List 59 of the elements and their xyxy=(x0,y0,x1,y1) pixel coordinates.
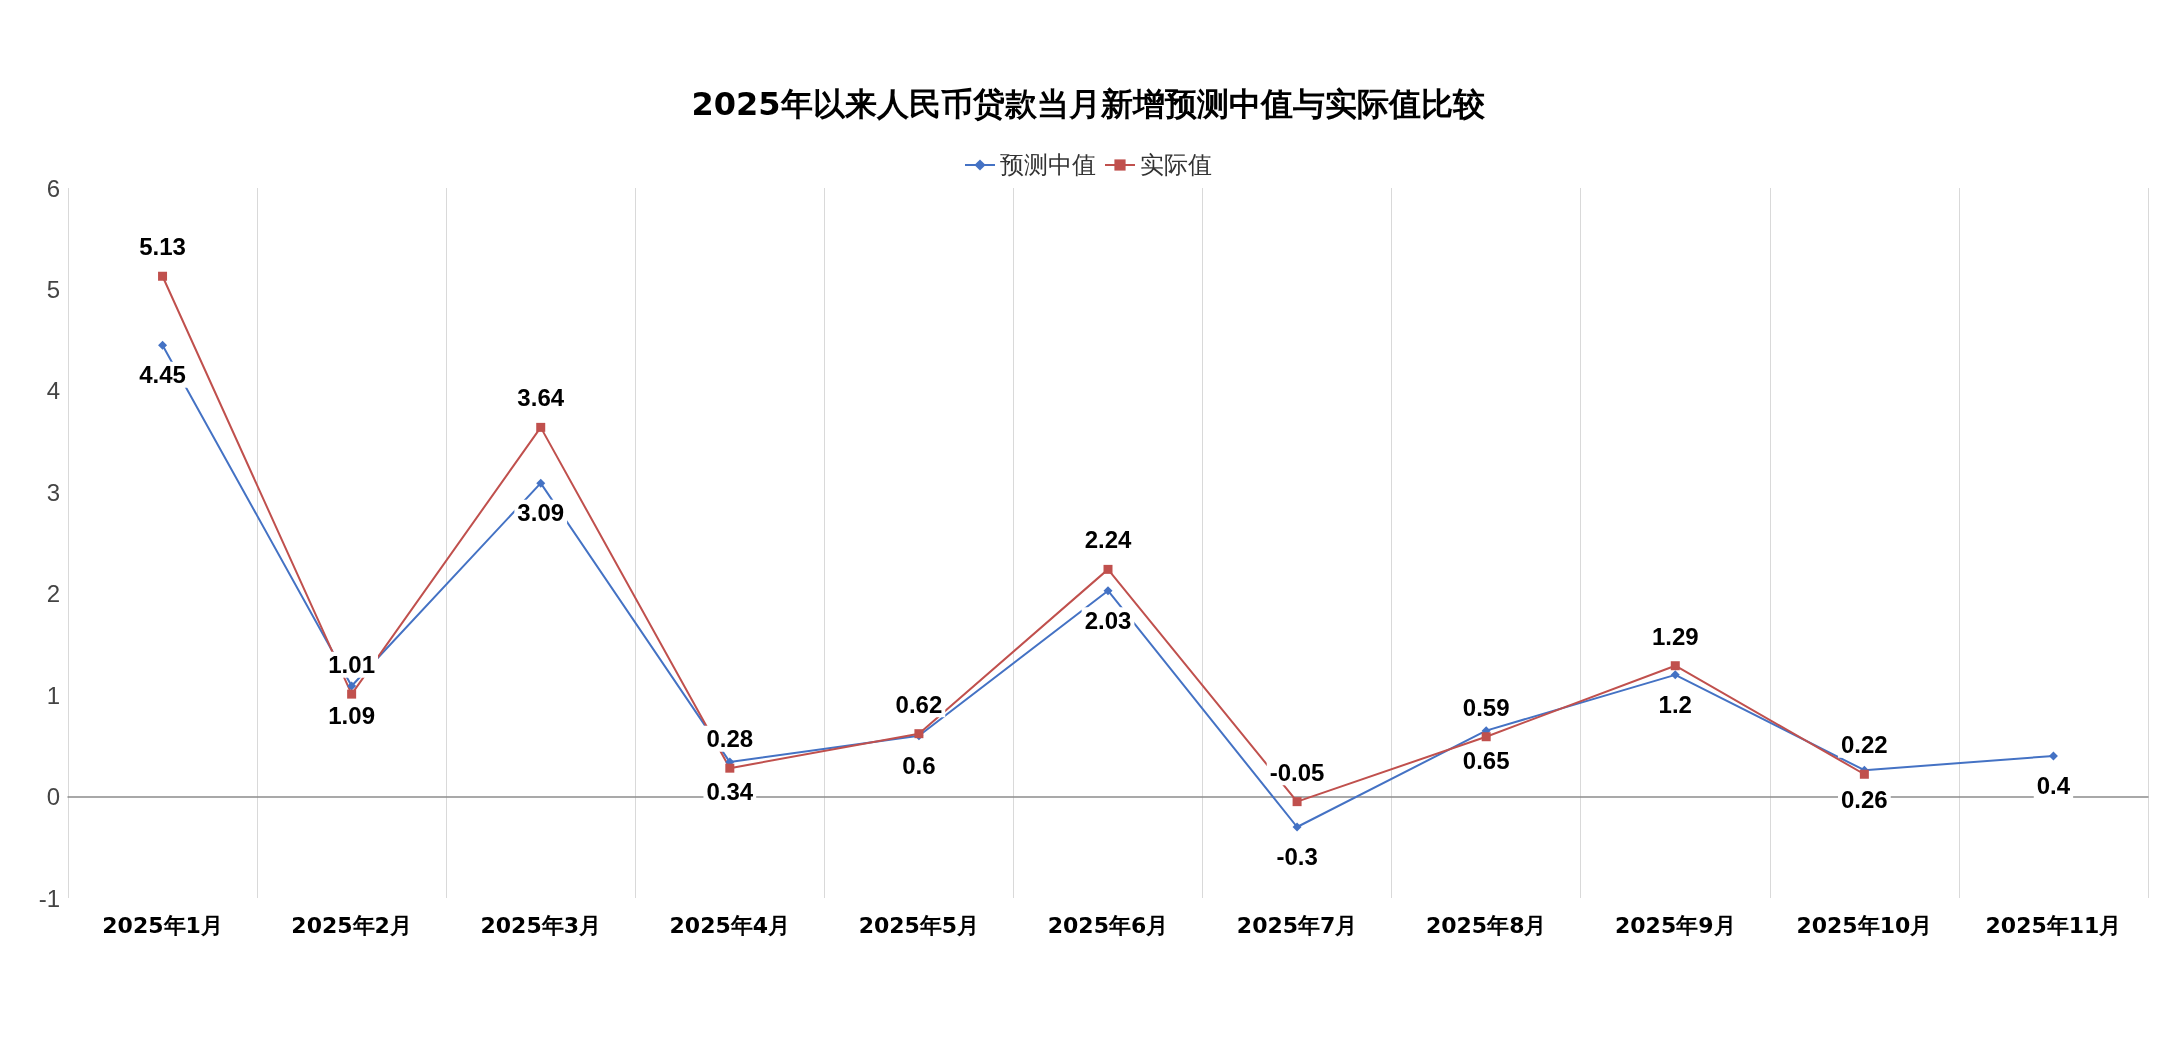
data-label: 2.03 xyxy=(1084,606,1132,634)
y-tick-label: 0 xyxy=(46,783,60,811)
x-tick-label: 2025年6月 xyxy=(1047,912,1169,938)
data-label: 0.6 xyxy=(902,751,936,779)
data-label: 0.34 xyxy=(706,778,754,806)
data-label: 0.22 xyxy=(1841,731,1888,759)
data-label: 4.45 xyxy=(139,361,186,389)
legend-label: 实际值 xyxy=(1140,151,1212,179)
point xyxy=(536,478,546,488)
point xyxy=(536,422,546,432)
y-tick-label: 3 xyxy=(46,478,60,506)
point xyxy=(158,340,168,350)
data-label: 0.4 xyxy=(2036,772,2071,799)
data-label: 1.09 xyxy=(328,702,375,730)
point xyxy=(1103,564,1113,574)
y-tick-label: 2 xyxy=(46,580,60,608)
point xyxy=(158,271,168,281)
point xyxy=(1103,586,1113,596)
data-label: 0.62 xyxy=(895,690,943,718)
point xyxy=(725,763,735,773)
y-tick-label: 1 xyxy=(46,681,60,709)
x-tick-label: 2025年5月 xyxy=(858,912,980,938)
x-tick-label: 2025年9月 xyxy=(1615,912,1736,938)
y-tick-label: 4 xyxy=(46,377,60,405)
point xyxy=(1292,822,1302,832)
data-label: 1.2 xyxy=(1658,690,1692,718)
data-label: 1.01 xyxy=(328,651,375,679)
data-label: 0.26 xyxy=(1841,786,1888,814)
y-tick-label: 5 xyxy=(46,275,60,303)
data-label: -0.3 xyxy=(1276,843,1318,870)
legend-label: 预测中值 xyxy=(1000,151,1096,179)
point xyxy=(347,689,357,699)
x-tick-label: 2025年8月 xyxy=(1425,912,1547,938)
y-tick-label: -1 xyxy=(38,884,60,912)
point xyxy=(1292,797,1302,807)
point xyxy=(2048,751,2058,761)
x-tick-label: 2025年3月 xyxy=(480,912,601,938)
data-label: 3.09 xyxy=(517,499,565,527)
point xyxy=(1670,670,1680,680)
data-label: 2.24 xyxy=(1084,526,1132,554)
data-label: 0.59 xyxy=(1462,693,1510,721)
x-tick-label: 2025年4月 xyxy=(669,912,791,938)
x-tick-label: 2025年10月 xyxy=(1796,912,1933,938)
point xyxy=(1859,769,1869,779)
data-label: 3.64 xyxy=(517,384,565,412)
data-label: 5.13 xyxy=(139,233,186,261)
x-tick-label: 2025年7月 xyxy=(1236,912,1358,938)
chart-title: 2025年以来人民币贷款当月新增预测中值与实际值比较 xyxy=(691,85,1486,123)
y-tick-label: 6 xyxy=(46,174,60,202)
point xyxy=(1481,732,1491,742)
x-tick-label: 2025年2月 xyxy=(291,912,412,938)
x-tick-label: 2025年1月 xyxy=(102,912,223,938)
data-label: 0.65 xyxy=(1462,746,1510,774)
data-label: 0.28 xyxy=(706,725,754,753)
data-label: -0.05 xyxy=(1269,758,1325,786)
x-tick-label: 2025年11月 xyxy=(1985,912,2122,938)
data-label: 1.29 xyxy=(1651,622,1699,650)
point xyxy=(1670,661,1680,671)
point xyxy=(347,681,357,691)
